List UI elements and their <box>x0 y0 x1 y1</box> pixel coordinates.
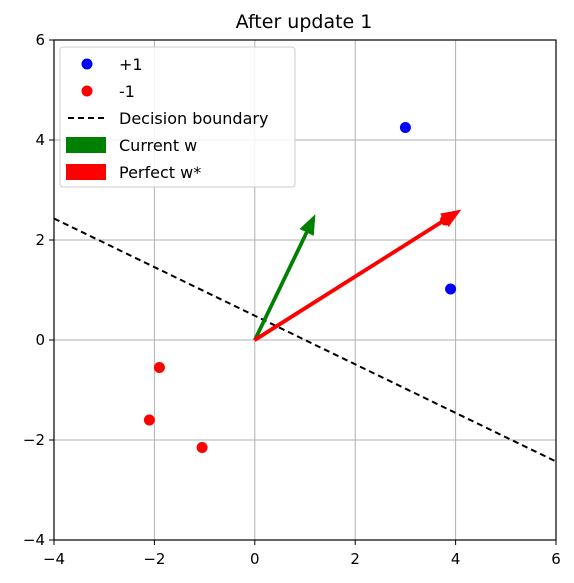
negative-point <box>440 214 452 226</box>
line-layer <box>53 217 557 463</box>
legend-frame <box>59 46 296 188</box>
legend-label-2: -1 <box>119 82 135 101</box>
legend-marker <box>66 137 106 153</box>
legend-label-3: Decision boundary <box>119 109 268 128</box>
chart-title: After update 1 <box>236 11 373 33</box>
legend-label-5: Perfect w* <box>119 163 201 182</box>
x-tick-label: 6 <box>551 550 561 568</box>
arrow-layer <box>253 209 462 342</box>
y-tick-label: 6 <box>35 31 45 49</box>
legend: +1 -1 Decision boundary Current w Perfect w* <box>59 46 296 188</box>
negative-point <box>196 442 208 453</box>
y-tick-label: −4 <box>23 531 45 549</box>
x-tick-label: 4 <box>451 550 461 568</box>
legend-label-4: Current w <box>119 136 197 155</box>
y-tick-label: 2 <box>35 231 45 249</box>
legend-marker <box>66 164 106 180</box>
negative-point <box>153 362 165 373</box>
positive-point <box>399 122 411 133</box>
decision-boundary-line <box>53 217 557 463</box>
negative-point <box>143 414 155 426</box>
y-tick-label: 4 <box>35 131 45 149</box>
y-tick-label: −2 <box>23 431 45 449</box>
axis-ticks: −4 −2 0 2 4 6 −4 −2 0 2 4 6 <box>23 31 561 568</box>
current-w-arrow <box>253 214 316 342</box>
x-tick-label: −4 <box>43 550 65 568</box>
y-tick-label: 0 <box>35 331 45 349</box>
x-tick-label: −2 <box>143 550 165 568</box>
x-tick-label: 2 <box>350 550 360 568</box>
x-tick-label: 0 <box>250 550 260 568</box>
plot-frame <box>53 39 557 541</box>
point-layer <box>143 122 457 453</box>
legend-marker <box>81 85 93 97</box>
positive-point <box>445 283 457 295</box>
legend-label-1: +1 <box>119 55 143 74</box>
legend-marker <box>81 58 93 70</box>
